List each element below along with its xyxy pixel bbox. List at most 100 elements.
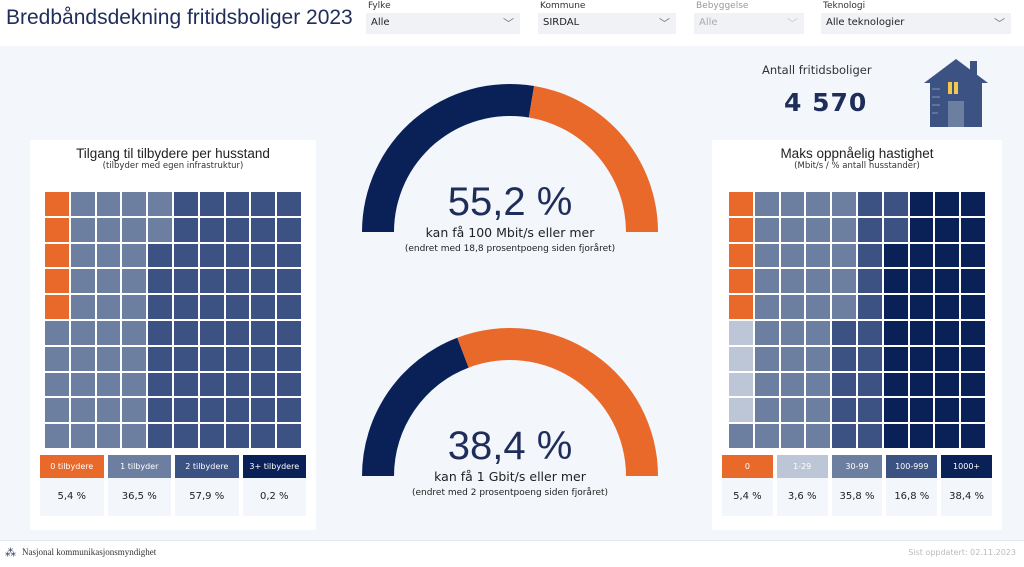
- waffle-cell: [935, 192, 960, 216]
- legend-item[interactable]: 100-999 16,8 %: [886, 455, 938, 516]
- speed-panel: Maks oppnåelig hastighet (Mbit/s / % ant…: [712, 140, 1002, 530]
- waffle-cell: [225, 372, 250, 397]
- waffle-cell: [148, 424, 172, 448]
- waffle-cell: [199, 295, 224, 319]
- waffle-cell: [225, 320, 250, 345]
- gauge-1gbit-text: 38,4 % kan få 1 Gbit/s eller mer (endret…: [360, 424, 660, 498]
- waffle-cell: [277, 192, 301, 216]
- waffle-cell: [225, 424, 250, 448]
- legend-label: 1-29: [776, 455, 828, 478]
- waffle-cell: [832, 243, 856, 268]
- waffle-cell: [883, 372, 908, 397]
- waffle-cell: [832, 269, 856, 294]
- fylke-dropdown[interactable]: Alle ﹀: [366, 13, 520, 34]
- waffle-cell: [909, 398, 934, 423]
- waffle-cell: [806, 295, 831, 319]
- legend-item[interactable]: 30-99 35,8 %: [831, 455, 883, 516]
- legend-item[interactable]: 3+ tilbydere 0,2 %: [242, 455, 306, 516]
- waffle-cell: [909, 243, 934, 268]
- legend-value: 5,4 %: [40, 478, 104, 516]
- waffle-cell: [832, 217, 856, 242]
- waffle-cell: [45, 243, 69, 268]
- legend-item[interactable]: 1000+ 38,4 %: [941, 455, 992, 516]
- waffle-cell: [806, 243, 831, 268]
- waffle-cell: [909, 346, 934, 371]
- waffle-cell: [277, 346, 301, 371]
- waffle-cell: [199, 217, 224, 242]
- waffle-cell: [729, 269, 753, 294]
- gauge-1gbit: [362, 328, 658, 476]
- waffle-cell: [883, 217, 908, 242]
- waffle-cell: [45, 372, 69, 397]
- waffle-cell: [173, 372, 198, 397]
- kpi-value: 4 570: [784, 88, 868, 117]
- legend-item[interactable]: 1-29 3,6 %: [776, 455, 828, 516]
- waffle-cell: [122, 269, 147, 294]
- waffle-cell: [754, 320, 779, 345]
- waffle-cell: [45, 346, 69, 371]
- waffle-cell: [832, 346, 856, 371]
- legend-label: 0: [722, 455, 773, 478]
- waffle-cell: [935, 424, 960, 448]
- gauge-value-arc: [362, 84, 535, 233]
- waffle-cell: [961, 424, 985, 448]
- waffle-cell: [96, 192, 121, 216]
- waffle-cell: [780, 320, 805, 345]
- legend-label: 1 tilbyder: [107, 455, 171, 478]
- teknologi-dropdown[interactable]: Alle teknologier ﹀: [821, 13, 1011, 34]
- waffle-cell: [96, 295, 121, 319]
- waffle-cell: [122, 372, 147, 397]
- waffle-cell: [961, 372, 985, 397]
- house-icon: [924, 59, 988, 127]
- waffle-cell: [251, 320, 276, 345]
- legend-value: 38,4 %: [941, 478, 992, 516]
- waffle-cell: [961, 320, 985, 345]
- waffle-cell: [729, 424, 753, 448]
- waffle-cell: [122, 217, 147, 242]
- waffle-cell: [122, 243, 147, 268]
- waffle-cell: [70, 217, 95, 242]
- filter-label: Teknologi: [823, 1, 866, 11]
- waffle-cell: [277, 243, 301, 268]
- waffle-cell: [909, 424, 934, 448]
- bebyggelse-dropdown[interactable]: Alle ﹀: [694, 13, 804, 34]
- waffle-cell: [173, 217, 198, 242]
- chevron-down-icon: ﹀: [659, 17, 670, 30]
- speed-waffle-chart: [729, 192, 985, 448]
- waffle-cell: [883, 320, 908, 345]
- legend-item[interactable]: 0 5,4 %: [722, 455, 773, 516]
- waffle-cell: [754, 269, 779, 294]
- waffle-cell: [780, 269, 805, 294]
- waffle-cell: [45, 295, 69, 319]
- header: Bredbåndsdekning fritidsboliger 2023 Fyl…: [0, 0, 1024, 46]
- waffle-cell: [857, 372, 882, 397]
- legend-value: 3,6 %: [776, 478, 828, 516]
- waffle-cell: [225, 346, 250, 371]
- gauge-100mbit: [362, 84, 658, 233]
- gauge-remainder-arc: [528, 85, 658, 232]
- panel-subtitle: (tilbyder med egen infrastruktur): [102, 161, 244, 171]
- waffle-cell: [806, 424, 831, 448]
- gauge-label: kan få 1 Gbit/s eller mer: [434, 469, 586, 484]
- waffle-cell: [729, 243, 753, 268]
- waffle-cell: [909, 320, 934, 345]
- legend-label: 100-999: [886, 455, 938, 478]
- legend-item[interactable]: 0 tilbydere 5,4 %: [40, 455, 104, 516]
- waffle-cell: [251, 269, 276, 294]
- filter-label: Kommune: [540, 1, 586, 11]
- waffle-cell: [754, 192, 779, 216]
- org-name: Nasjonal kommunikasjonsmyndighet: [22, 547, 157, 557]
- waffle-cell: [754, 243, 779, 268]
- waffle-cell: [70, 372, 95, 397]
- providers-legend: 0 tilbydere 5,4 % 1 tilbyder 36,5 % 2 tilbyd…: [40, 455, 306, 516]
- legend-item[interactable]: 1 tilbyder 36,5 %: [107, 455, 171, 516]
- waffle-cell: [780, 372, 805, 397]
- waffle-cell: [857, 295, 882, 319]
- waffle-cell: [199, 192, 224, 216]
- legend-item[interactable]: 2 tilbydere 57,9 %: [175, 455, 239, 516]
- waffle-cell: [857, 192, 882, 216]
- waffle-cell: [277, 295, 301, 319]
- kommune-dropdown[interactable]: SIRDAL ﹀: [538, 13, 676, 34]
- waffle-cell: [780, 398, 805, 423]
- waffle-cell: [122, 346, 147, 371]
